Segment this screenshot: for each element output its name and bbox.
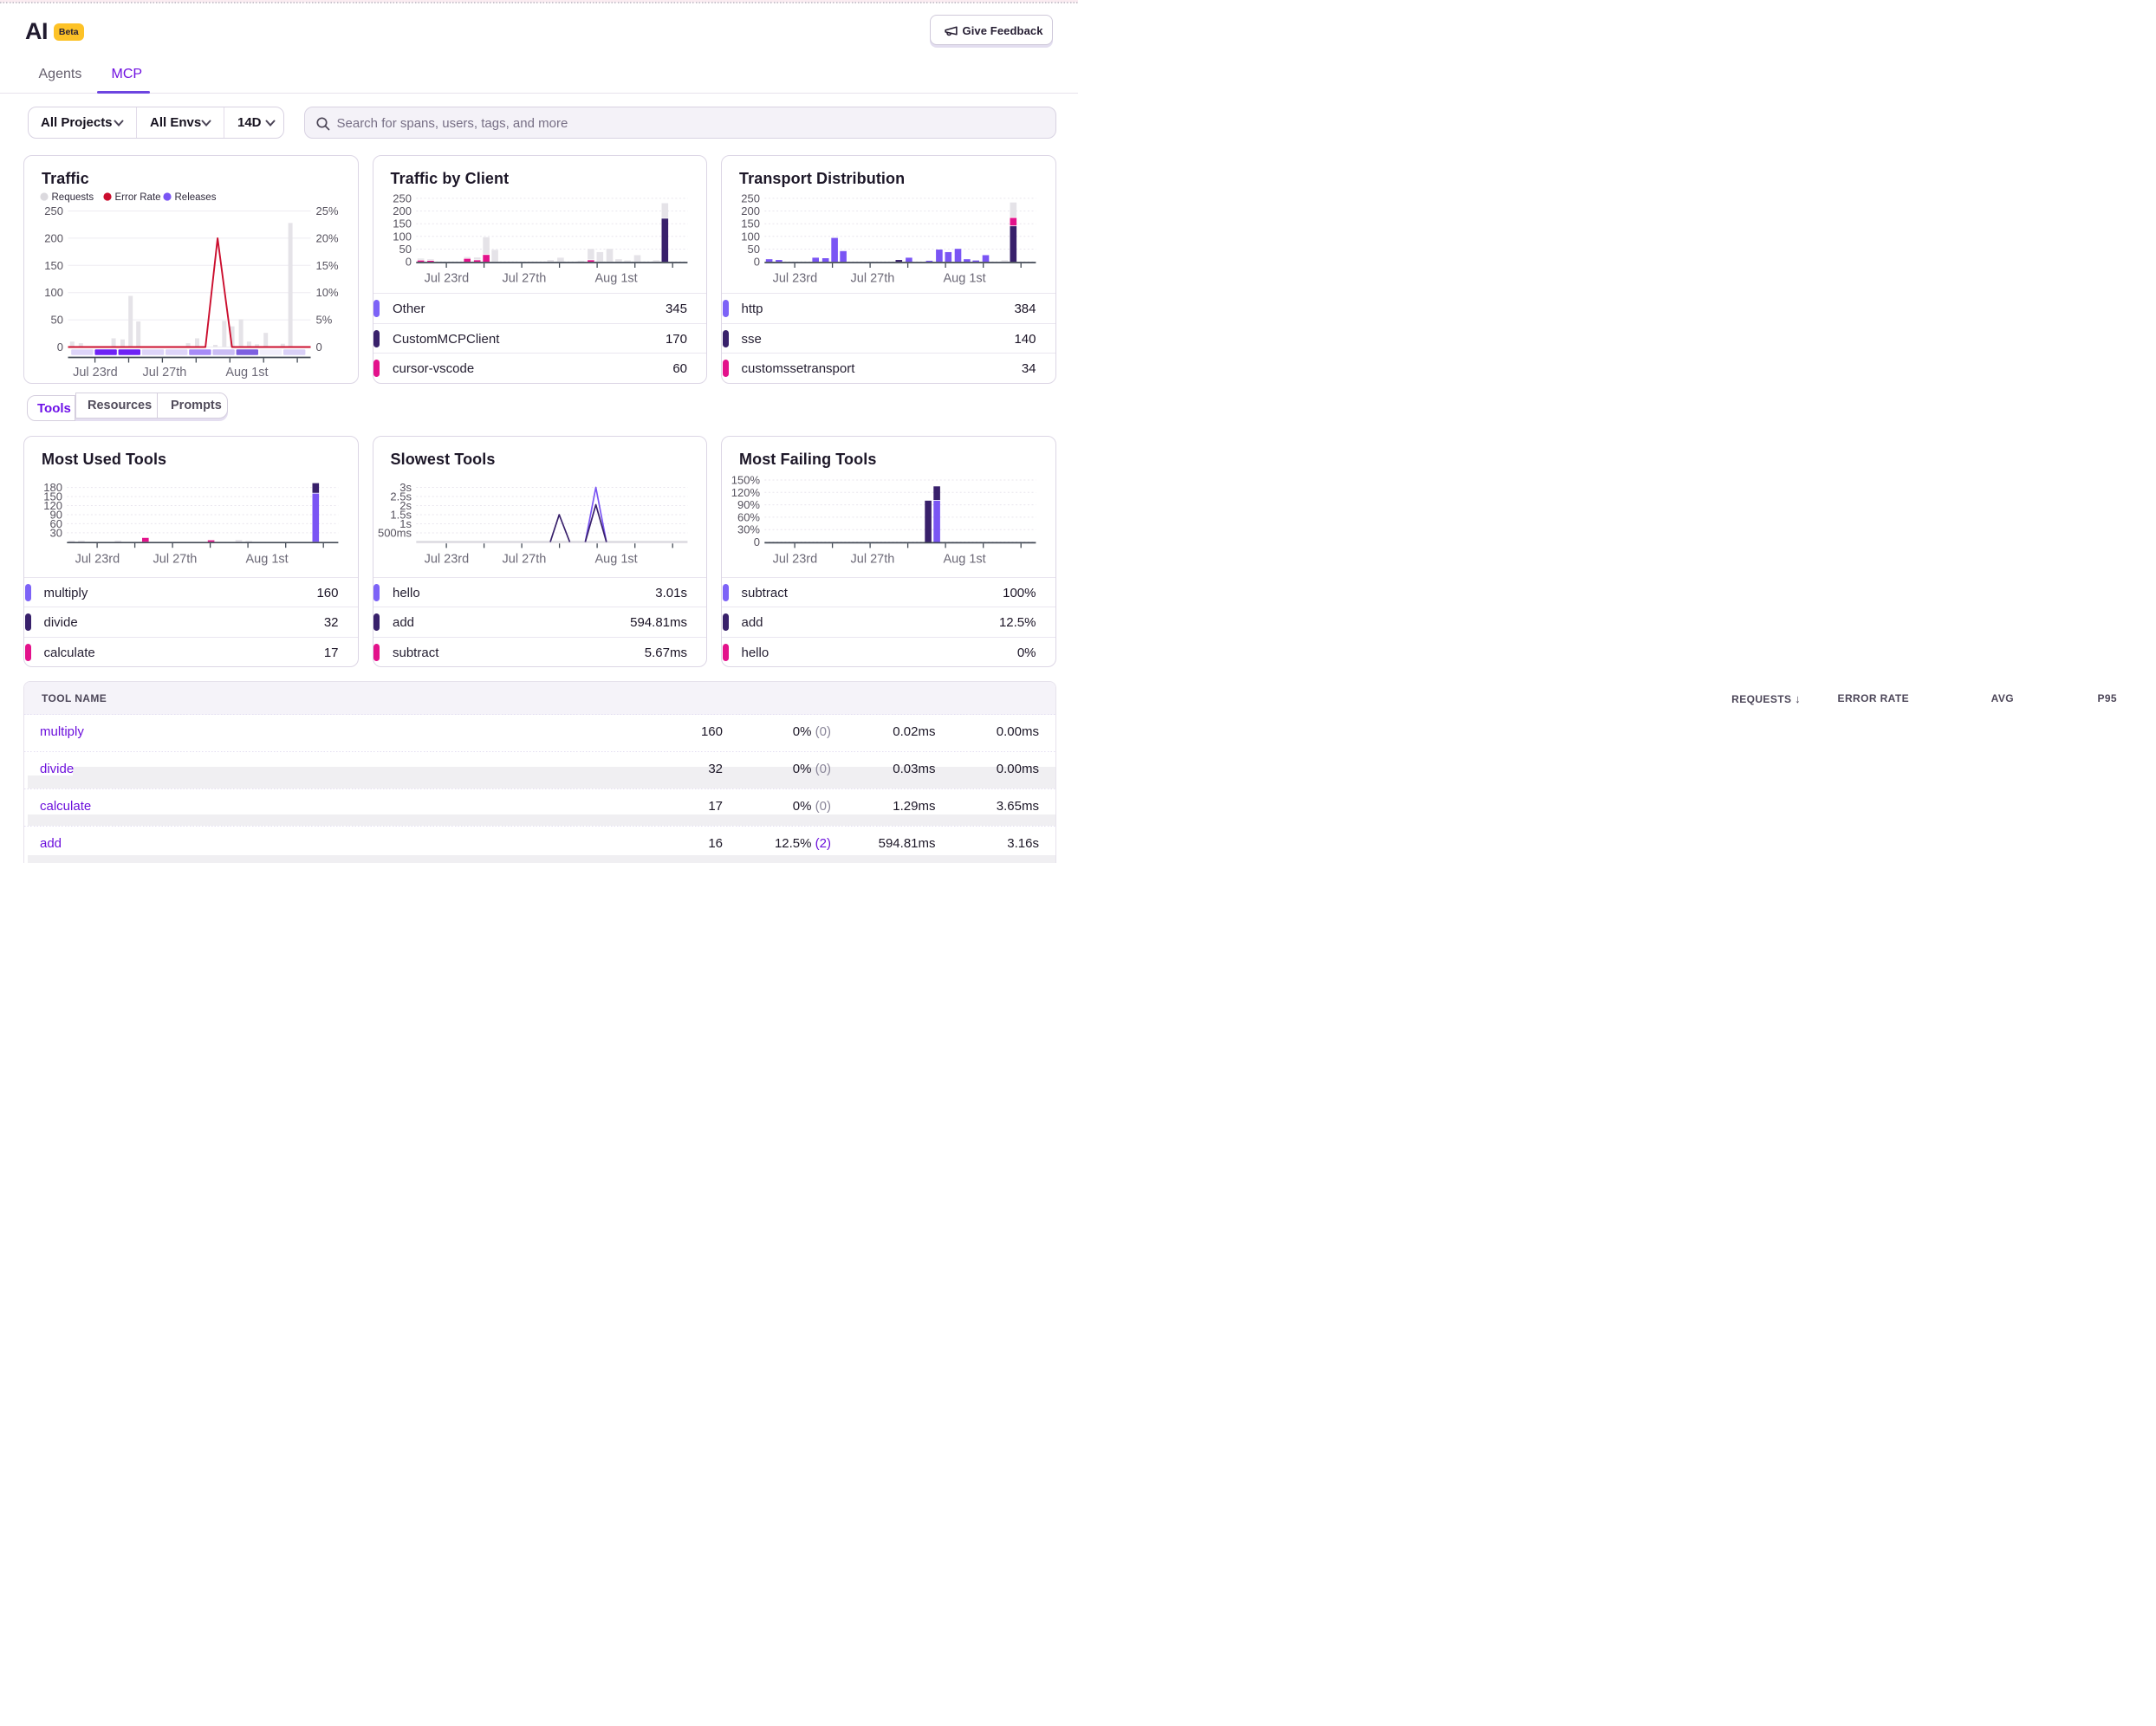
svg-text:Jul 27th: Jul 27th xyxy=(153,552,198,566)
svg-text:60%: 60% xyxy=(737,510,760,523)
svg-text:120: 120 xyxy=(43,499,62,512)
svg-text:180: 180 xyxy=(43,481,62,494)
svg-text:20%: 20% xyxy=(316,231,339,244)
svg-text:50: 50 xyxy=(51,313,63,326)
svg-text:Jul 23rd: Jul 23rd xyxy=(75,552,120,566)
svg-text:5%: 5% xyxy=(316,313,333,326)
svg-text:Aug 1st: Aug 1st xyxy=(225,366,268,380)
svg-text:Releases: Releases xyxy=(175,192,217,203)
svg-text:30%: 30% xyxy=(737,522,760,535)
svg-text:15%: 15% xyxy=(316,258,339,271)
svg-text:1s: 1s xyxy=(399,517,412,530)
svg-text:Jul 23rd: Jul 23rd xyxy=(773,271,818,285)
svg-text:Jul 27th: Jul 27th xyxy=(502,552,546,566)
svg-text:Jul 27th: Jul 27th xyxy=(851,552,895,566)
svg-text:50: 50 xyxy=(748,243,760,256)
svg-text:Error Rate: Error Rate xyxy=(115,192,161,203)
svg-text:100: 100 xyxy=(741,230,760,243)
svg-text:30: 30 xyxy=(50,526,62,539)
svg-text:Jul 23rd: Jul 23rd xyxy=(424,271,469,285)
svg-text:0: 0 xyxy=(754,255,760,268)
svg-text:0: 0 xyxy=(57,341,63,354)
svg-text:200: 200 xyxy=(44,231,63,244)
svg-text:25%: 25% xyxy=(316,204,339,217)
svg-text:150%: 150% xyxy=(731,473,761,486)
svg-text:Jul 23rd: Jul 23rd xyxy=(73,366,118,380)
svg-text:Jul 27th: Jul 27th xyxy=(143,366,187,380)
svg-text:3s: 3s xyxy=(399,481,412,494)
svg-text:Aug 1st: Aug 1st xyxy=(246,552,289,566)
svg-text:500ms: 500ms xyxy=(377,526,412,539)
svg-text:Jul 27th: Jul 27th xyxy=(851,271,895,285)
svg-text:250: 250 xyxy=(44,204,63,217)
svg-text:Aug 1st: Aug 1st xyxy=(944,271,986,285)
svg-text:90%: 90% xyxy=(737,498,760,511)
svg-text:150: 150 xyxy=(43,490,62,503)
svg-text:1.5s: 1.5s xyxy=(390,508,412,521)
svg-text:Aug 1st: Aug 1st xyxy=(594,271,637,285)
svg-text:90: 90 xyxy=(50,508,62,521)
svg-text:200: 200 xyxy=(741,204,760,217)
svg-text:Jul 27th: Jul 27th xyxy=(502,271,546,285)
svg-text:2.5s: 2.5s xyxy=(390,490,412,503)
svg-text:0: 0 xyxy=(405,255,411,268)
svg-text:0: 0 xyxy=(316,341,322,354)
svg-text:Aug 1st: Aug 1st xyxy=(944,552,986,566)
svg-text:250: 250 xyxy=(741,191,760,204)
svg-text:200: 200 xyxy=(393,204,412,217)
svg-text:Jul 23rd: Jul 23rd xyxy=(773,552,818,566)
svg-text:100: 100 xyxy=(44,286,63,299)
svg-text:150: 150 xyxy=(741,217,760,230)
svg-text:100: 100 xyxy=(393,230,412,243)
svg-text:120%: 120% xyxy=(731,485,761,498)
svg-text:Requests: Requests xyxy=(52,192,94,203)
svg-text:150: 150 xyxy=(393,217,412,230)
svg-text:150: 150 xyxy=(44,258,63,271)
svg-text:2s: 2s xyxy=(399,499,412,512)
svg-text:10%: 10% xyxy=(316,286,339,299)
svg-text:Aug 1st: Aug 1st xyxy=(594,552,637,566)
svg-text:0: 0 xyxy=(754,535,760,548)
svg-text:50: 50 xyxy=(399,243,411,256)
svg-text:250: 250 xyxy=(393,191,412,204)
svg-text:Jul 23rd: Jul 23rd xyxy=(424,552,469,566)
svg-text:60: 60 xyxy=(50,516,62,529)
